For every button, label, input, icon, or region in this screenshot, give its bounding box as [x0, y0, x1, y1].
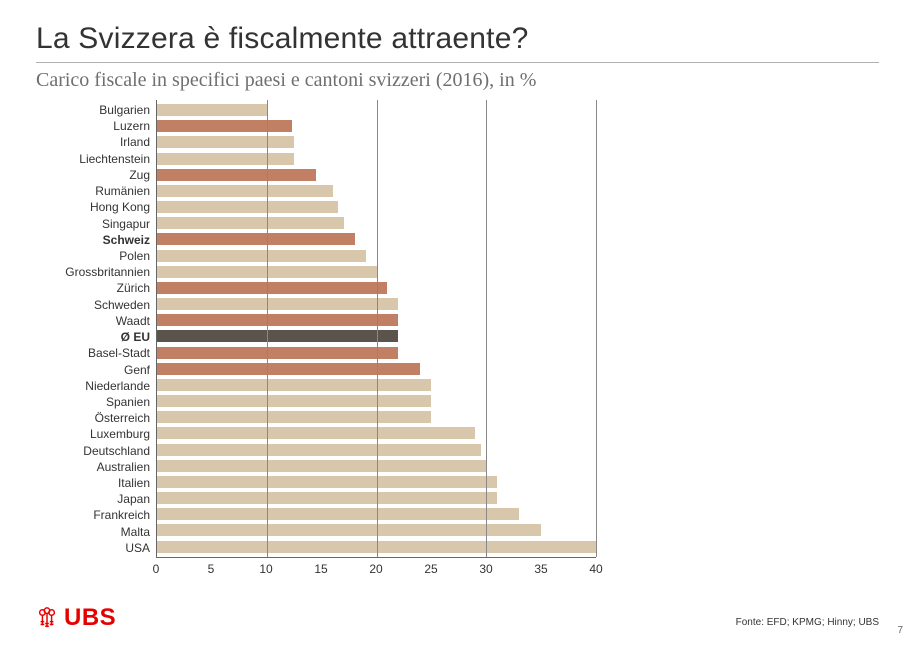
- bar: [157, 169, 316, 181]
- gridline: [486, 100, 487, 557]
- bar: [157, 476, 497, 488]
- bar: [157, 201, 338, 213]
- slide-subtitle: Carico fiscale in specifici paesi e cant…: [36, 69, 879, 92]
- bar: [157, 314, 398, 326]
- bar: [157, 250, 366, 262]
- plot-area: [156, 100, 596, 558]
- x-axis-tick: 35: [534, 562, 547, 576]
- ubs-keys-icon: [36, 607, 58, 629]
- x-axis-tick: 30: [479, 562, 492, 576]
- y-axis-label: Spanien: [36, 396, 150, 408]
- x-axis-tick: 25: [424, 562, 437, 576]
- y-axis-label: Österreich: [36, 412, 150, 424]
- y-axis-label: Waadt: [36, 315, 150, 327]
- x-axis-tick: 0: [153, 562, 160, 576]
- y-axis-label: Niederlande: [36, 380, 150, 392]
- y-axis-label: Frankreich: [36, 509, 150, 521]
- bar: [157, 379, 431, 391]
- bar: [157, 427, 475, 439]
- bar: [157, 233, 355, 245]
- page-number: 7: [897, 625, 903, 636]
- y-axis-label: Schweden: [36, 299, 150, 311]
- title-rule: [36, 62, 879, 63]
- bar: [157, 444, 481, 456]
- y-axis-label: Japan: [36, 493, 150, 505]
- bar: [157, 298, 398, 310]
- bar: [157, 330, 398, 342]
- y-axis-label: Grossbritannien: [36, 266, 150, 278]
- bar: [157, 460, 486, 472]
- bar: [157, 153, 294, 165]
- slide-title: La Svizzera è fiscalmente attraente?: [36, 22, 879, 56]
- y-axis-label: Luzern: [36, 120, 150, 132]
- bar: [157, 363, 420, 375]
- x-axis-tick: 40: [589, 562, 602, 576]
- x-axis-tick: 10: [259, 562, 272, 576]
- y-axis-label: Malta: [36, 526, 150, 538]
- y-axis-label: Basel-Stadt: [36, 347, 150, 359]
- y-axis-label: Deutschland: [36, 445, 150, 457]
- bar: [157, 217, 344, 229]
- y-axis-label: Hong Kong: [36, 201, 150, 213]
- y-axis-label: Zug: [36, 169, 150, 181]
- y-axis-label: Ø EU: [36, 331, 150, 343]
- slide: La Svizzera è fiscalmente attraente? Car…: [0, 0, 915, 646]
- bar: [157, 347, 398, 359]
- bar: [157, 185, 333, 197]
- y-axis-label: USA: [36, 542, 150, 554]
- y-axis-label: Polen: [36, 250, 150, 262]
- x-axis: 0510152025303540: [156, 560, 596, 580]
- y-axis-label: Singapur: [36, 218, 150, 230]
- bar: [157, 492, 497, 504]
- y-axis-labels: Bulgarien Luzern Irland Liechtenstein Zug Rum…: [36, 104, 150, 554]
- bar: [157, 282, 387, 294]
- y-axis-label: Genf: [36, 364, 150, 376]
- bar: [157, 508, 519, 520]
- bar: [157, 395, 431, 407]
- ubs-logo: UBS: [36, 604, 116, 632]
- bar-chart: Bulgarien Luzern Irland Liechtenstein Zug Rum…: [36, 100, 596, 580]
- y-axis-label: Zürich: [36, 282, 150, 294]
- y-axis-label: Schweiz: [36, 234, 150, 246]
- y-axis-label: Rumänien: [36, 185, 150, 197]
- bar: [157, 411, 431, 423]
- bar: [157, 524, 541, 536]
- x-axis-tick: 5: [208, 562, 215, 576]
- bar: [157, 104, 267, 116]
- bar: [157, 120, 292, 132]
- gridline: [377, 100, 378, 557]
- x-axis-tick: 20: [369, 562, 382, 576]
- y-axis-label: Irland: [36, 136, 150, 148]
- source-label: Fonte: EFD; KPMG; Hinny; UBS: [736, 617, 879, 628]
- chart-container: Bulgarien Luzern Irland Liechtenstein Zug Rum…: [36, 100, 596, 580]
- y-axis-label: Bulgarien: [36, 104, 150, 116]
- bar: [157, 136, 294, 148]
- gridline: [596, 100, 597, 557]
- x-axis-tick: 15: [314, 562, 327, 576]
- y-axis-label: Luxemburg: [36, 428, 150, 440]
- y-axis-label: Australien: [36, 461, 150, 473]
- y-axis-label: Italien: [36, 477, 150, 489]
- ubs-logo-text: UBS: [64, 604, 116, 632]
- gridline: [267, 100, 268, 557]
- y-axis-label: Liechtenstein: [36, 153, 150, 165]
